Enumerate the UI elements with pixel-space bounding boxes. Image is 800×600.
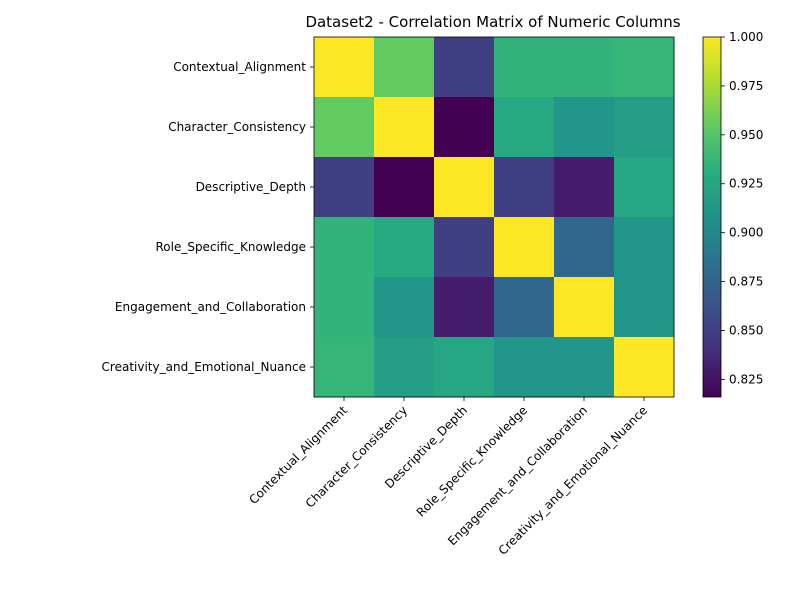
x-tick-label: Role_Specific_Knowledge <box>414 403 530 519</box>
x-tick-label: Contextual_Alignment <box>246 403 350 507</box>
y-tick-label: Creativity_and_Emotional_Nuance <box>102 360 306 374</box>
colorbar-tick-label: 0.825 <box>729 372 763 386</box>
heatmap-cell <box>374 157 435 218</box>
heatmap-cell <box>554 337 615 398</box>
heatmap-cell <box>434 337 495 398</box>
heatmap-cell <box>434 97 495 158</box>
heatmap-cell <box>314 157 375 218</box>
y-tick-label: Character_Consistency <box>168 120 306 134</box>
y-tick-label: Engagement_and_Collaboration <box>115 300 306 314</box>
colorbar-gradient <box>702 36 722 398</box>
y-tick-label: Descriptive_Depth <box>196 180 306 194</box>
heatmap-cell <box>434 217 495 278</box>
heatmap-cell <box>614 277 675 338</box>
heatmap-cell <box>494 157 555 218</box>
heatmap-cell <box>554 217 615 278</box>
y-tick-label: Role_Specific_Knowledge <box>155 240 306 254</box>
chart-title: Dataset2 - Correlation Matrix of Numeric… <box>305 13 680 31</box>
y-axis-ticks: Contextual_Alignment Character_Consistenc… <box>102 60 314 374</box>
x-axis-ticks: Contextual_AlignmentCharacter_Consistenc… <box>246 397 650 558</box>
x-tick-label: Character_Consistency <box>303 403 410 510</box>
colorbar-tick-label: 0.900 <box>729 226 763 240</box>
heatmap-cell <box>374 337 435 398</box>
colorbar-ticks: 0.825 0.850 0.875 0.900 0.925 0.950 0.975 1.000 <box>721 30 763 386</box>
colorbar-tick-label: 0.850 <box>729 323 763 337</box>
heatmap-cell <box>494 97 555 158</box>
heatmap-cell <box>314 277 375 338</box>
heatmap-cell <box>314 37 375 98</box>
heatmap-cell <box>314 97 375 158</box>
heatmap-cell <box>434 37 495 98</box>
heatmap-cell <box>494 217 555 278</box>
heatmap-cell <box>434 277 495 338</box>
heatmap-cell <box>494 277 555 338</box>
colorbar-tick-label: 0.875 <box>729 275 763 289</box>
heatmap-cell <box>554 277 615 338</box>
heatmap-cell <box>374 37 435 98</box>
heatmap-cells <box>313 36 675 398</box>
heatmap-cell <box>494 37 555 98</box>
heatmap-cell <box>554 157 615 218</box>
heatmap-cell <box>374 97 435 158</box>
colorbar-tick-label: 0.925 <box>729 177 763 191</box>
colorbar-tick-label: 1.000 <box>729 30 763 44</box>
heatmap-cell <box>614 337 675 398</box>
y-tick-label: Contextual_Alignment <box>173 60 306 74</box>
heatmap-cell <box>374 217 435 278</box>
heatmap-cell <box>614 37 675 98</box>
colorbar-tick-label: 0.975 <box>729 79 763 93</box>
heatmap-cell <box>554 97 615 158</box>
heatmap-cell <box>554 37 615 98</box>
heatmap-cell <box>614 157 675 218</box>
heatmap-cell <box>314 217 375 278</box>
heatmap-cell <box>614 97 675 158</box>
heatmap-cell <box>434 157 495 218</box>
plot-frame <box>313 36 675 398</box>
heatmap-cell <box>494 337 555 398</box>
heatmap-cell <box>614 217 675 278</box>
colorbar-tick-label: 0.950 <box>729 128 763 142</box>
colorbar: 0.825 0.850 0.875 0.900 0.925 0.950 0.975 1.000 <box>702 30 763 398</box>
heatmap-cell <box>374 277 435 338</box>
heatmap-cell <box>314 337 375 398</box>
